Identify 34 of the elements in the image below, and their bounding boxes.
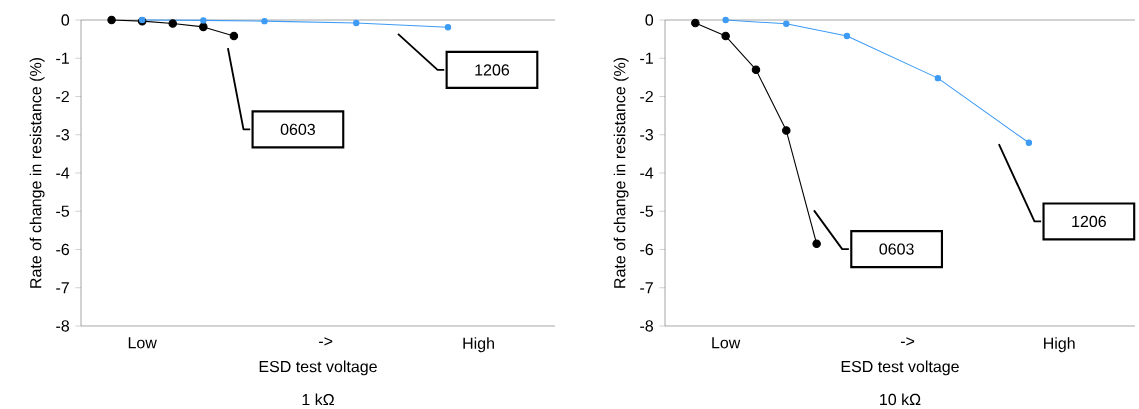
y-tick-label: -8 (640, 320, 654, 332)
y-tick-label: -6 (56, 243, 70, 256)
y-tick-label: -7 (640, 282, 653, 294)
y-tick-label: -4 (640, 167, 654, 179)
y-tick-label: -4 (56, 167, 70, 179)
text: 0603 (879, 243, 914, 255)
x-tick-label: Low (128, 337, 157, 349)
text: 1 kΩ (302, 393, 334, 406)
x-tick-label: High (463, 337, 494, 353)
text: 0603 (280, 123, 315, 136)
y-tick-label: -3 (640, 129, 654, 141)
y-axis-title: Rate of change in resistance (%) (613, 57, 629, 288)
y-tick-label: -1 (56, 52, 69, 64)
x-tick-label: -> (900, 337, 915, 346)
text: 10 kΩ (880, 393, 921, 406)
y-tick-label: -2 (56, 90, 69, 103)
y-axis-title: Rate of change in resistance (%) (29, 57, 45, 288)
x-axis-title: ESD test voltage (259, 360, 377, 376)
text: 1206 (1072, 215, 1106, 228)
y-tick-label: -2 (640, 90, 653, 103)
text: 1206 (475, 64, 510, 76)
y-tick-label: -7 (56, 282, 69, 294)
x-axis-title: ESD test voltage (841, 360, 959, 376)
x-tick-label: -> (319, 337, 333, 346)
y-tick-label: -8 (56, 320, 70, 332)
y-tick-label: -3 (56, 129, 70, 141)
y-tick-label: 0 (645, 14, 654, 26)
y-tick-label: -5 (640, 205, 654, 217)
y-tick-label: -6 (640, 243, 654, 256)
x-tick-label: High (1044, 337, 1075, 353)
y-tick-label: -5 (56, 205, 70, 217)
x-tick-label: Low (712, 337, 741, 349)
y-tick-label: -1 (640, 52, 653, 64)
y-tick-label: 0 (61, 14, 70, 26)
